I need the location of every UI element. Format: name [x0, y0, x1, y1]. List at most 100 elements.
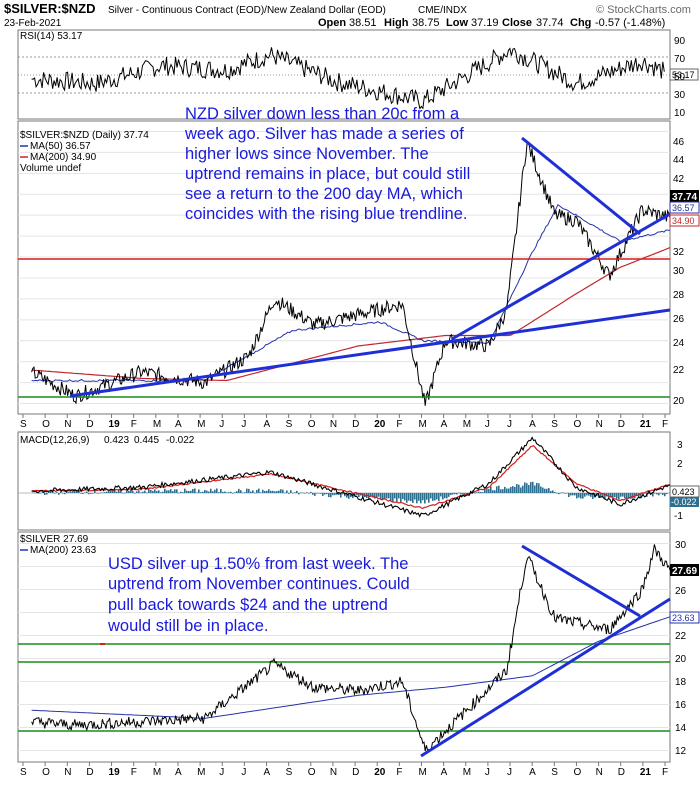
macd-hist-bar: [564, 493, 566, 494]
macd-legend-prefix: MACD(12,26,9): [20, 435, 89, 446]
usd-tick-14: 14: [675, 723, 687, 734]
macd-hist-bar: [600, 493, 602, 497]
nzd-price-bars: [31, 141, 671, 406]
macd-hist-bar: [398, 493, 400, 499]
usd-price-bars: [31, 544, 671, 752]
rising-trendline: [451, 212, 671, 341]
macd-hist-bar: [296, 490, 298, 493]
macd-signal-line: [31, 444, 671, 510]
macd-hist-bar: [206, 490, 208, 493]
macd-hist-bar: [512, 486, 514, 493]
macd-hist-bar: [582, 493, 584, 499]
macd-hist-bar: [540, 486, 542, 493]
macd-hist-bar: [346, 493, 348, 498]
macd-hist-bar: [196, 492, 198, 494]
macd-hist-bar: [378, 493, 380, 497]
macd-hist-bar: [316, 493, 318, 494]
macd-hist-bar: [232, 493, 234, 494]
macd-hist-bar: [170, 489, 172, 493]
macd-hist-bar: [542, 487, 544, 493]
macd-hist-bar: [484, 487, 486, 493]
nzd-tick-24: 24: [673, 338, 685, 349]
macd-hist-bar: [626, 493, 628, 500]
macd-hist-bar: [518, 484, 520, 493]
x-tick-label: F: [396, 767, 402, 778]
macd-hist-bar: [260, 492, 262, 494]
macd-hist-bar: [566, 492, 568, 494]
macd-hist-bar: [506, 488, 508, 493]
macd-hist-bar: [272, 490, 274, 493]
macd-hist-tag: [670, 497, 699, 507]
macd-hist-bar: [554, 492, 556, 493]
chg-value: -0.57 (-1.48%): [595, 17, 665, 29]
macd-frame: [17, 431, 671, 531]
macd-hist-bar: [128, 490, 130, 493]
x-tick-label: M: [197, 767, 205, 778]
open-value: 38.51: [349, 17, 377, 29]
macd-hist-bar: [258, 488, 260, 493]
macd-hist-bar: [410, 493, 412, 502]
x-tick-label: S: [20, 767, 27, 778]
nzd-tick-26: 26: [673, 314, 685, 325]
macd-hist-bar: [336, 493, 338, 495]
macd-hist-bar: [588, 493, 590, 496]
macd-hist-bar: [312, 493, 314, 495]
symbol-description: Silver - Continuous Contract (EOD)/New Z…: [108, 5, 386, 16]
x-tick-label: D: [618, 419, 625, 430]
x-tick-label: J: [241, 767, 246, 778]
x-tick-label: 20: [374, 419, 386, 430]
macd-panel: MACD(12,26,9) 0.423 0.445 -0.022 0.423 -…: [17, 431, 700, 531]
usd-annotation-line-1: USD silver up 1.50% from last week. The: [108, 555, 408, 573]
macd-hist-bar: [308, 493, 310, 494]
nzd-tick-22: 22: [673, 365, 685, 376]
macd-hist-bar: [110, 489, 112, 493]
macd-hist-bar: [514, 486, 516, 493]
macd-hist-bar: [372, 493, 374, 498]
macd-hist-bar: [592, 493, 594, 500]
macd-hist-bar: [574, 493, 576, 496]
macd-hist-bar: [282, 489, 284, 493]
x-tick-label: 21: [640, 419, 652, 430]
macd-hist-bar: [226, 492, 228, 494]
macd-hist-bar: [376, 493, 378, 498]
macd-hist-bar: [302, 492, 304, 494]
x-tick-label: A: [441, 419, 448, 430]
close-label: Close: [502, 17, 532, 29]
macd-hist-bar: [558, 493, 560, 495]
macd-hist-bar: [386, 493, 388, 499]
nzd-tick-32: 32: [673, 247, 685, 258]
macd-hist-bar: [236, 491, 238, 493]
macd-hist-bar: [516, 484, 518, 493]
usd-close-tag: [670, 564, 699, 576]
macd-hist-bar: [178, 492, 180, 494]
x-tick-label: M: [418, 419, 426, 430]
macd-hist-bar: [414, 493, 416, 500]
macd-hist-bar: [204, 490, 206, 493]
macd-hist-bar: [256, 489, 258, 493]
macd-hist-bar: [90, 493, 92, 494]
macd-hist-bar: [538, 483, 540, 493]
macd-hist-bar: [140, 492, 142, 494]
macd-hist-bar: [44, 493, 46, 495]
macd-hist-bar: [474, 492, 476, 494]
macd-hist-bar: [400, 493, 402, 503]
macd-hist-bar: [138, 490, 140, 493]
macd-hist-bar: [578, 493, 580, 498]
x-tick-label: D: [352, 419, 359, 430]
macd-hist-bar: [264, 491, 266, 493]
macd-hist-bar: [176, 489, 178, 493]
macd-hist-bar: [568, 493, 570, 498]
rsi-line: [31, 47, 665, 110]
macd-hist-bar: [390, 493, 392, 501]
x-tick-label: D: [352, 767, 359, 778]
x-tick-label: M: [153, 419, 161, 430]
macd-hist-bar: [278, 490, 280, 493]
macd-hist-bar: [106, 491, 108, 493]
rsi-panel: RSI(14) 53.17 53.17 90 70 50 30 10: [17, 29, 699, 120]
macd-hist-bar: [496, 486, 498, 493]
macd-hist-bar: [340, 493, 342, 498]
x-tick-label: D: [618, 767, 625, 778]
macd-hist-bar: [584, 493, 586, 497]
macd-hist-bar: [464, 493, 466, 496]
